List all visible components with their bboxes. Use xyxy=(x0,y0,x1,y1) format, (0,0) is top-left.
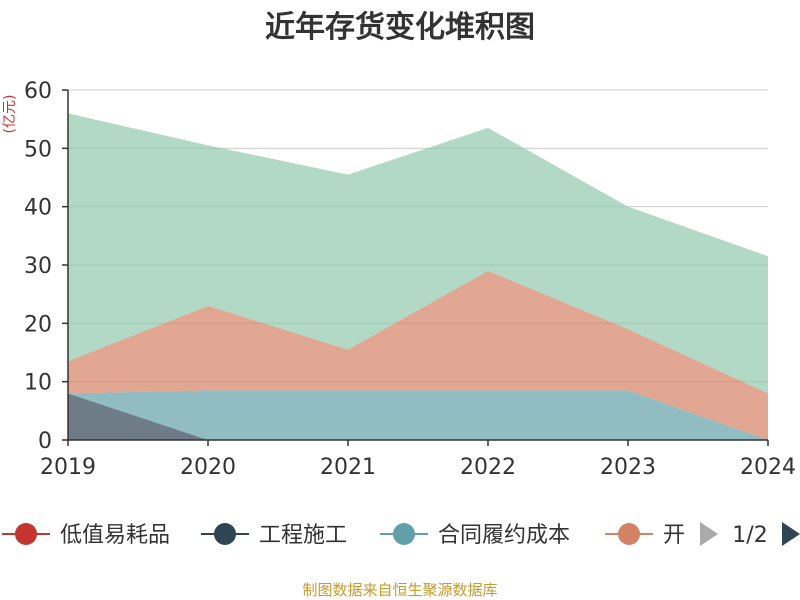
next-page-icon[interactable] xyxy=(782,522,800,546)
x-tick-label: 2020 xyxy=(180,455,236,480)
legend-marker xyxy=(393,523,415,545)
data-source-note: 制图数据来自恒生聚源数据库 xyxy=(302,581,497,599)
x-tick-label: 2019 xyxy=(40,455,96,480)
axes xyxy=(62,89,769,446)
y-tick-label: 20 xyxy=(24,312,52,337)
y-tick-label: 60 xyxy=(24,79,52,104)
y-tick-label: 40 xyxy=(24,196,52,221)
legend-label: 合同履约成本 xyxy=(438,523,570,548)
legend-label: 开 xyxy=(663,523,685,548)
x-tick-label: 2021 xyxy=(320,455,376,480)
y-axis-unit: (亿元) xyxy=(2,95,18,134)
legend-item[interactable]: 开 xyxy=(605,523,685,548)
area-series-2 xyxy=(68,390,768,440)
x-tick-label: 2023 xyxy=(600,455,656,480)
legend-item[interactable]: 工程施工 xyxy=(201,523,347,548)
legend-item[interactable]: 合同履约成本 xyxy=(380,523,570,548)
y-tick-label: 0 xyxy=(38,429,52,454)
legend-item[interactable]: 低值易耗品 xyxy=(2,523,170,548)
area-series-1 xyxy=(68,393,768,440)
x-tick-label: 2022 xyxy=(460,455,516,480)
legend-label: 低值易耗品 xyxy=(60,523,170,548)
tick-labels: 0 10 20 30 40 50 60 2019 2020 2021 2022 2023 2024 xyxy=(24,79,796,480)
area-series-4 xyxy=(68,113,768,394)
legend[interactable]: 低值易耗品 工程施工 合同履约成本 开 xyxy=(2,523,685,548)
legend-marker xyxy=(15,523,37,545)
legend-marker xyxy=(214,523,236,545)
area-series xyxy=(68,113,768,440)
legend-label: 工程施工 xyxy=(259,523,347,548)
legend-marker xyxy=(618,523,640,545)
area-series-3 xyxy=(68,270,768,440)
chart-title: 近年存货变化堆积图 xyxy=(265,10,535,45)
y-tick-label: 50 xyxy=(24,137,52,162)
prev-page-icon[interactable] xyxy=(700,522,718,546)
y-tick-label: 30 xyxy=(24,254,52,279)
legend-page-indicator: 1/2 xyxy=(732,523,767,548)
y-tick-label: 10 xyxy=(24,371,52,396)
legend-pager: 1/2 xyxy=(700,522,800,548)
x-tick-label: 2024 xyxy=(740,455,796,480)
